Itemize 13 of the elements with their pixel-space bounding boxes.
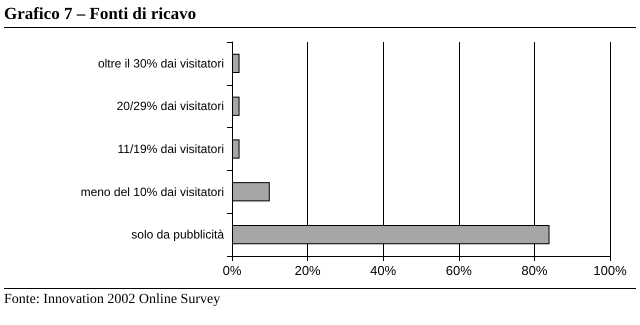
x-tick-label: 20%	[294, 263, 322, 278]
y-tick-label: oltre il 30% dai visitatori	[98, 56, 224, 70]
y-tick-label: meno del 10% dai visitatori	[80, 184, 224, 199]
chart-title: Grafico 7 – Fonti di ricavo	[4, 4, 636, 28]
y-tick-label: 20/29% dai visitatori	[116, 99, 224, 114]
y-tick-label: solo da pubblicità	[131, 228, 224, 242]
x-tick-label: 100%	[593, 263, 628, 278]
y-tick-label: 11/19% dai visitatori	[118, 142, 224, 156]
x-tick-label: 0%	[222, 263, 242, 278]
x-tick-label: 60%	[446, 263, 472, 278]
x-tick-label: 80%	[521, 263, 548, 278]
x-tick-label: 40%	[370, 263, 397, 278]
source-note: Fonte: Innovation 2002 Online Survey	[4, 288, 636, 308]
